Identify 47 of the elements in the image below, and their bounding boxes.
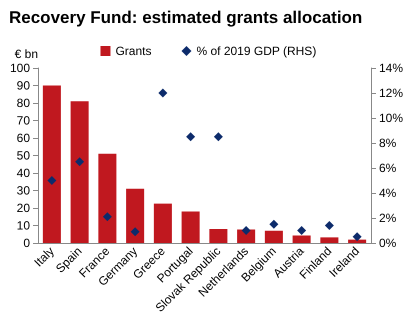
y-tick-label: 20 — [16, 201, 30, 215]
legend-label: % of 2019 GDP (RHS) — [196, 44, 316, 58]
y-tick-label: 80 — [16, 96, 30, 110]
legend-label: Grants — [115, 44, 152, 58]
bar — [320, 237, 338, 243]
y2-tick-label: 0% — [379, 236, 397, 250]
point — [158, 88, 168, 98]
y-tick-label: 70 — [16, 114, 30, 128]
point — [352, 232, 362, 242]
point — [130, 227, 140, 236]
bar — [182, 212, 200, 243]
bar — [126, 188, 144, 243]
bar — [42, 86, 61, 243]
bar — [264, 230, 283, 243]
y2-tick-label: 8% — [379, 136, 397, 150]
point — [214, 132, 223, 142]
point — [47, 176, 56, 185]
y2-tick-label: 14% — [379, 61, 404, 75]
y-tick-label: 60 — [16, 131, 30, 145]
y2-tick-label: 12% — [379, 86, 404, 100]
point — [269, 220, 278, 229]
y2-tick-label: 2% — [379, 211, 397, 225]
bar — [70, 101, 89, 243]
y-tick-label: 90 — [16, 78, 30, 92]
point — [324, 221, 334, 230]
bar — [348, 240, 366, 243]
point — [297, 226, 306, 235]
bar — [98, 154, 116, 243]
y-tick-label: 30 — [16, 184, 30, 198]
y-tick-label: 50 — [16, 148, 30, 162]
y2-tick-label: 4% — [379, 186, 397, 200]
point — [242, 226, 251, 235]
y-axis-title: € bn — [14, 47, 38, 61]
y-tick-label: 0 — [23, 236, 30, 250]
point — [186, 132, 196, 142]
bar — [292, 235, 311, 243]
y2-tick-label: 10% — [379, 111, 404, 125]
x-tick-label: Italy — [31, 244, 57, 270]
y-tick-label: 10 — [16, 218, 30, 232]
bar — [209, 229, 228, 243]
y-tick-label: 40 — [16, 166, 30, 180]
y2-tick-label: 6% — [379, 161, 397, 175]
point — [75, 157, 84, 166]
y-tick-label: 100 — [10, 61, 30, 75]
bar — [154, 204, 172, 243]
point — [102, 212, 112, 222]
chart-title: Recovery Fund: estimated grants allocation — [9, 8, 362, 27]
